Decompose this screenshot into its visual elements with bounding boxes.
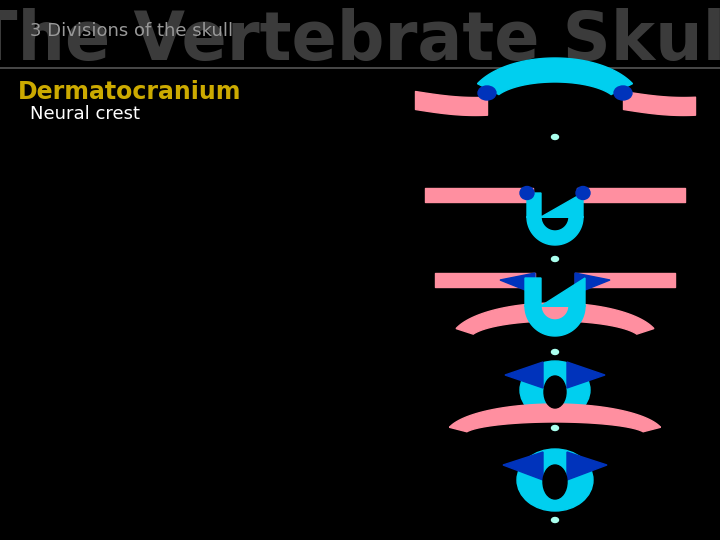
Ellipse shape <box>543 465 567 499</box>
Polygon shape <box>477 58 632 94</box>
Polygon shape <box>567 362 605 388</box>
Text: 3 Divisions of the skull: 3 Divisions of the skull <box>30 22 233 40</box>
Text: Dermatocranium: Dermatocranium <box>18 80 241 104</box>
Polygon shape <box>567 452 607 480</box>
Ellipse shape <box>544 376 566 408</box>
Polygon shape <box>449 404 660 432</box>
Polygon shape <box>575 273 610 294</box>
Polygon shape <box>527 193 583 245</box>
Polygon shape <box>525 278 585 336</box>
Ellipse shape <box>520 186 534 199</box>
Polygon shape <box>456 303 654 334</box>
Ellipse shape <box>552 256 559 261</box>
Ellipse shape <box>517 449 593 511</box>
Ellipse shape <box>552 517 559 523</box>
Ellipse shape <box>552 426 559 430</box>
Text: The Vertebrate Skull: The Vertebrate Skull <box>0 8 720 74</box>
Ellipse shape <box>552 134 559 139</box>
Ellipse shape <box>552 349 559 354</box>
Ellipse shape <box>520 361 590 419</box>
Ellipse shape <box>478 86 496 100</box>
Polygon shape <box>505 362 543 388</box>
Polygon shape <box>503 452 543 480</box>
Ellipse shape <box>576 186 590 199</box>
Text: Neural crest: Neural crest <box>30 105 140 123</box>
Polygon shape <box>500 273 535 294</box>
Ellipse shape <box>614 86 632 100</box>
